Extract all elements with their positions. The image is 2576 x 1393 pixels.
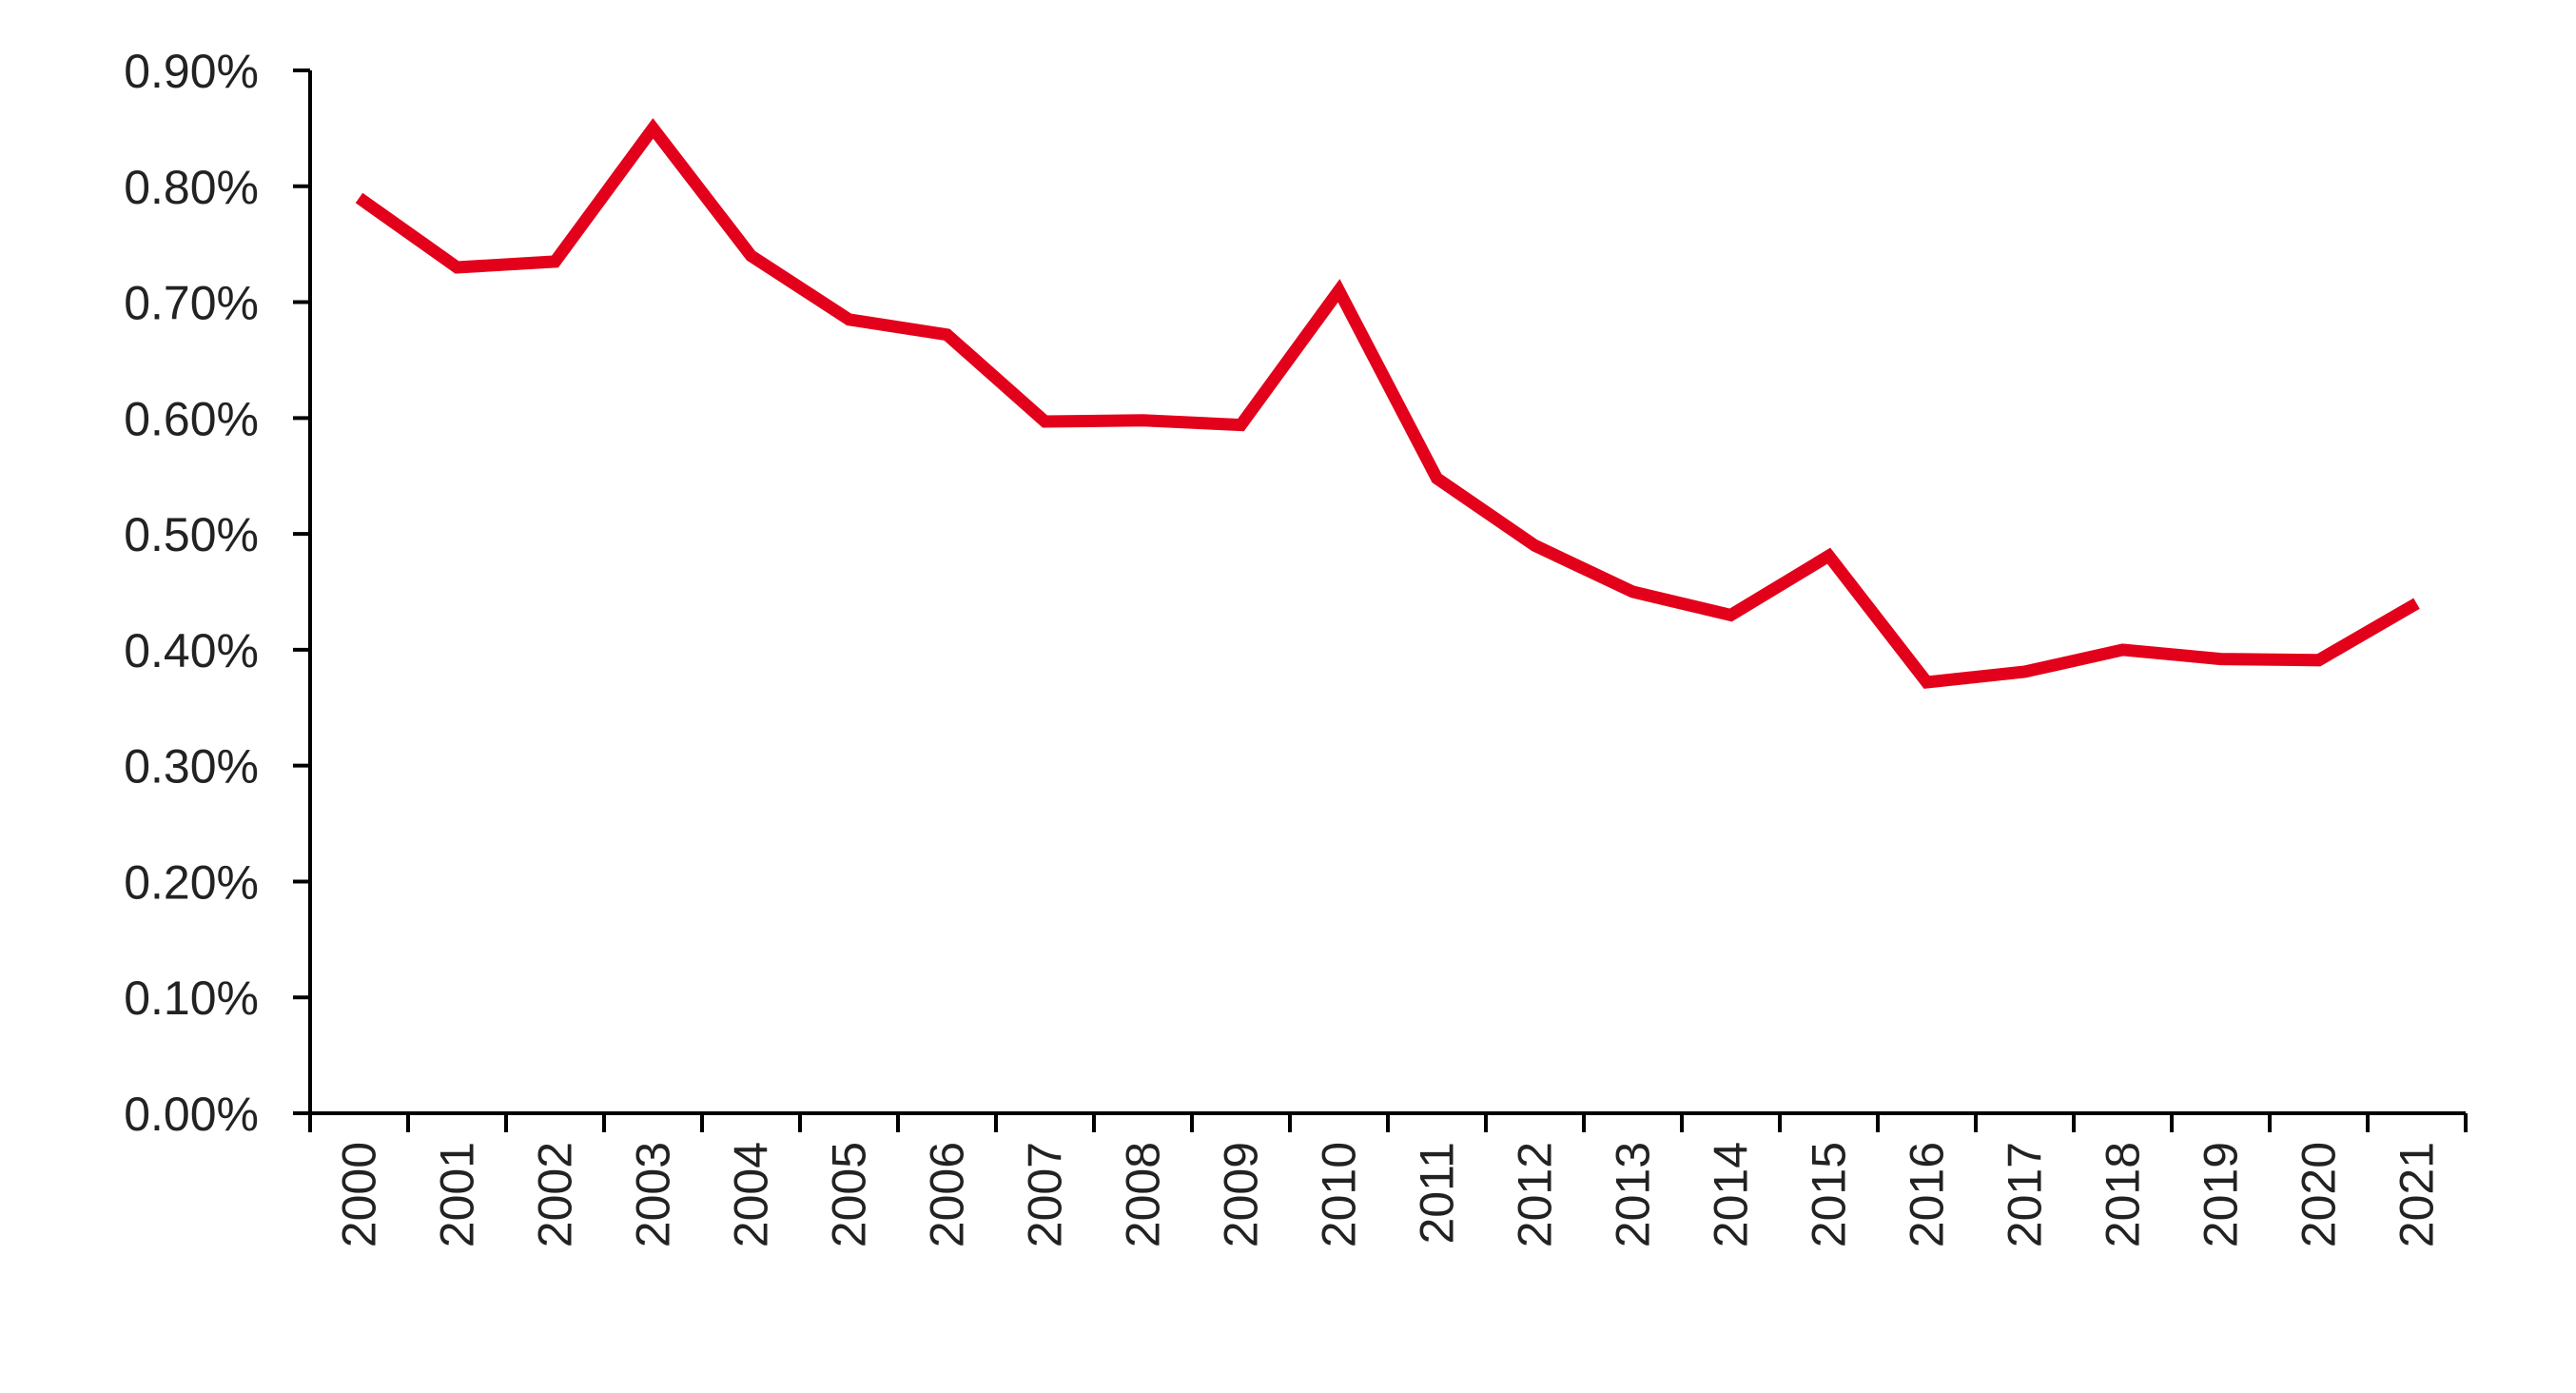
series-line: [360, 128, 2417, 682]
x-tick-label: 2004: [725, 1142, 778, 1247]
y-tick-label: 0.50%: [124, 508, 259, 561]
x-tick-label: 2016: [1901, 1142, 1954, 1247]
x-tick-label: 2007: [1019, 1142, 1072, 1247]
y-tick-label: 0.70%: [124, 277, 259, 330]
y-tick-label: 0.30%: [124, 740, 259, 794]
x-tick-label: 2014: [1705, 1142, 1758, 1247]
y-tick-label: 0.20%: [124, 855, 259, 909]
x-tick-label: 2010: [1313, 1142, 1366, 1247]
x-tick-label: 2009: [1215, 1142, 1268, 1247]
x-tick-label: 2012: [1509, 1142, 1562, 1247]
x-tick-label: 2017: [1999, 1142, 2052, 1247]
series-layer: [359, 128, 2416, 682]
axes-layer: [293, 70, 2466, 1132]
y-tick-label: 0.60%: [124, 392, 259, 445]
x-tick-label: 2011: [1411, 1142, 1464, 1245]
labels-layer: 0.00% 0.10% 0.20% 0.30% 0.40% 0.50% 0.60% 0.70%…: [124, 45, 2443, 1247]
x-tick-label: 2021: [2391, 1142, 2444, 1247]
y-tick-label: 0.40%: [124, 624, 259, 677]
x-tick-label: 2019: [2195, 1142, 2248, 1247]
x-tick-label: 2003: [627, 1142, 680, 1247]
y-tick-label: 0.00%: [124, 1088, 259, 1141]
x-tick-label: 2020: [2293, 1142, 2346, 1247]
x-tick-label: 2001: [431, 1142, 484, 1247]
x-tick-label: 2005: [823, 1142, 876, 1247]
y-tick-label: 0.90%: [124, 45, 259, 98]
x-tick-label: 2015: [1803, 1142, 1856, 1247]
x-tick-label: 2002: [529, 1142, 582, 1247]
x-tick-label: 2018: [2097, 1142, 2150, 1247]
y-tick-label: 0.10%: [124, 971, 259, 1025]
x-tick-label: 2000: [333, 1142, 386, 1247]
y-tick-label: 0.80%: [124, 161, 259, 214]
x-tick-label: 2006: [921, 1142, 974, 1247]
x-tick-label: 2008: [1117, 1142, 1170, 1247]
x-tick-label: 2013: [1607, 1142, 1660, 1247]
